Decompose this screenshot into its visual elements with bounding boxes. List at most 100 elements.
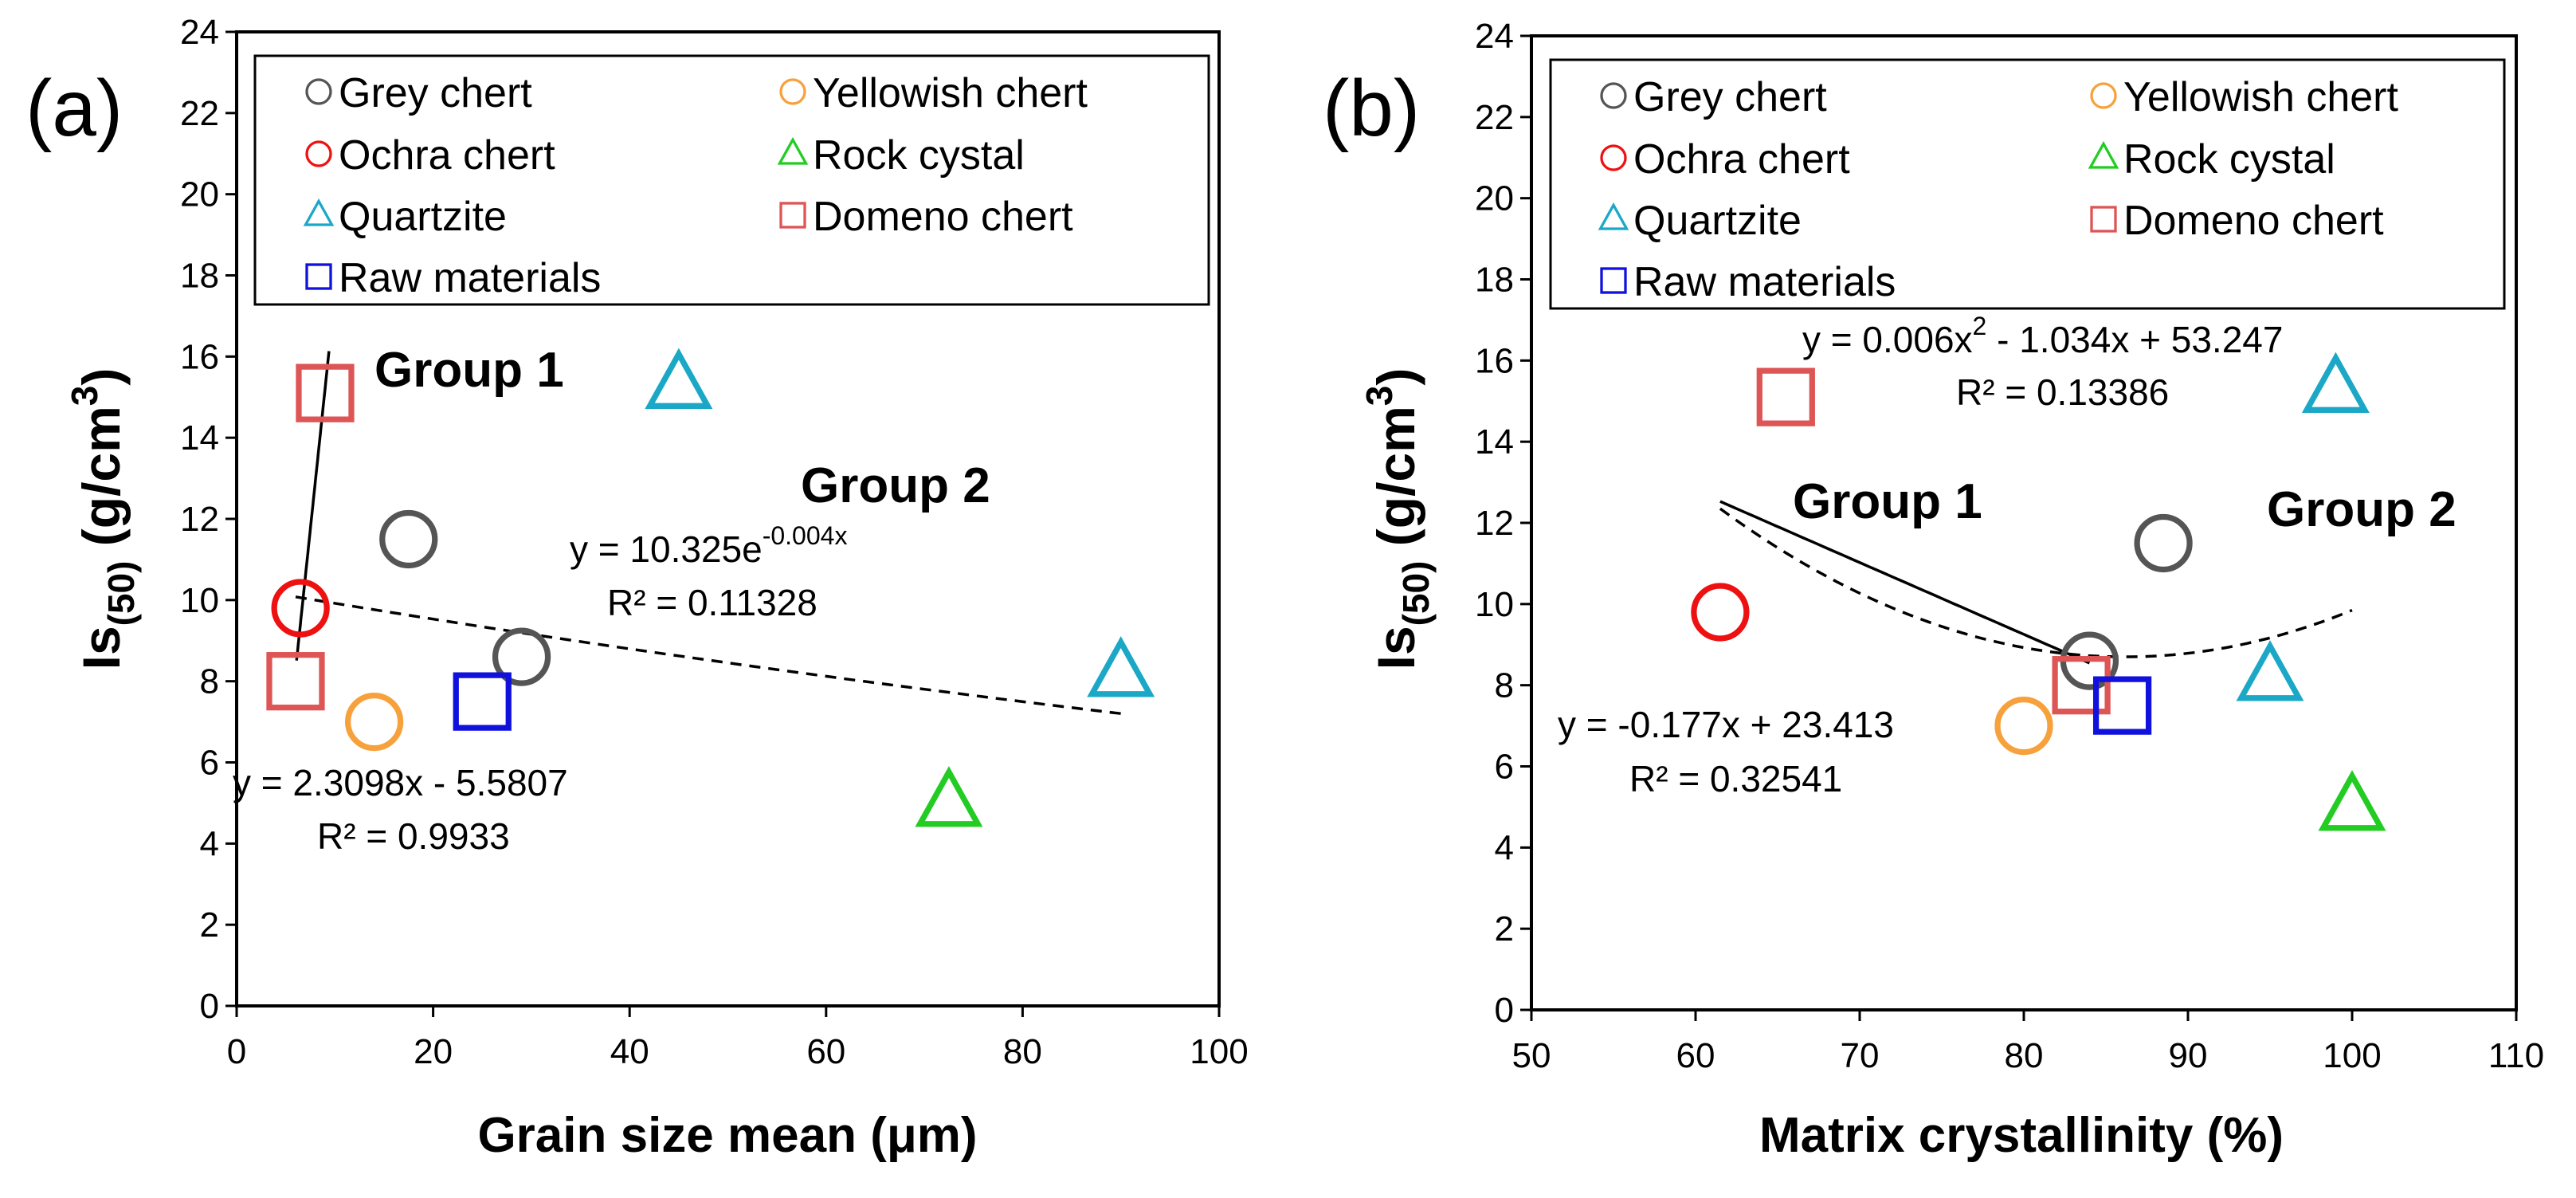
r2-quad-b: R² = 0.13386 <box>1956 371 2169 413</box>
y-axis-close-b: ) <box>1366 368 1425 386</box>
y-tick-label: 12 <box>1475 504 1514 543</box>
point-domeno-chert <box>2052 656 2111 715</box>
trendline-exponential-dashed <box>295 595 1121 715</box>
legend-label-ochra-chert: Ochra chert <box>1633 136 1850 183</box>
group1-label-b: Group 1 <box>1793 474 1982 529</box>
point-domeno-chert <box>296 363 355 422</box>
legend-entries-a: Grey chert Yellowish chert Ochra chert Rock… <box>303 70 1088 301</box>
point-yellowish-chert <box>1994 696 2053 756</box>
y-tick-label: 24 <box>1475 17 1514 56</box>
x-tick-label: 70 <box>1841 1036 1880 1075</box>
y-tick-label: 8 <box>1495 666 1514 705</box>
y-tick-label: 20 <box>180 175 219 214</box>
y-tick-label: 16 <box>1475 341 1514 380</box>
data-points-b <box>1691 352 2386 831</box>
equation-exp-a: y = 10.325e-0.004x <box>570 521 847 570</box>
y-tick-label: 6 <box>200 744 219 783</box>
y-tick-label: 2 <box>1495 909 1514 949</box>
equation-quad-exponent: 2 <box>1973 312 1987 340</box>
equation-exp-exponent: -0.004x <box>763 521 848 550</box>
group1-label-a: Group 1 <box>374 343 564 398</box>
point-domeno-chert <box>1756 367 1815 426</box>
legend-box-a <box>253 54 1210 306</box>
x-axis-label-a: Grain size mean (μm) <box>477 1108 977 1163</box>
legend-marker-ochra-chert <box>1600 144 1627 171</box>
legend-marker-grey-chert <box>1600 82 1627 109</box>
legend-label-quartzite: Quartzite <box>1633 198 1802 244</box>
data-points-a <box>266 348 1155 827</box>
point-quartzite <box>2301 352 2370 413</box>
legend-label-yellowish-chert: Yellowish chert <box>813 70 1088 116</box>
x-tick-label: 110 <box>2488 1036 2544 1075</box>
point-domeno-chert <box>266 652 325 711</box>
y-axis-label-a: Is(50) (g/cm3) <box>64 368 142 670</box>
y-tick-label: 8 <box>200 662 219 701</box>
point-rock-cystal <box>915 766 983 827</box>
y-tick-label: 20 <box>1475 179 1514 218</box>
panel-a-label: (a) <box>25 64 123 153</box>
y-axis-superscript-b: 3 <box>1359 386 1400 407</box>
trendline-quadratic-dashed <box>1719 507 2353 658</box>
y-axis-close-a: ) <box>72 368 131 386</box>
y-tick-label: 14 <box>180 418 219 458</box>
x-tick-label: 80 <box>2005 1036 2044 1075</box>
legend-label-domeno-chert: Domeno chert <box>813 194 1073 240</box>
r2-lin-b: R² = 0.32541 <box>1629 758 1842 799</box>
equation-exp-main: y = 10.325e <box>570 528 763 570</box>
legend-box-b <box>1549 58 2506 310</box>
r2-lin-a: R² = 0.9933 <box>317 815 510 857</box>
trendlines-b <box>1719 500 2353 665</box>
y-tick-label: 0 <box>200 987 219 1026</box>
legend-marker-raw-materials <box>305 263 332 290</box>
y-axis-label-b: Is(50) (g/cm3) <box>1359 368 1437 670</box>
x-tick-labels-a: 0 20 40 60 80 100 <box>227 1006 1249 1071</box>
legend-marker-grey-chert <box>305 78 332 105</box>
legend-marker-domeno-chert <box>779 202 806 229</box>
legend-label-yellowish-chert: Yellowish chert <box>2123 74 2398 120</box>
x-tick-label: 100 <box>2323 1036 2381 1075</box>
legend-label-grey-chert: Grey chert <box>339 70 532 116</box>
y-tick-label: 12 <box>180 500 219 539</box>
legend-marker-raw-materials <box>1600 267 1627 294</box>
y-tick-label: 4 <box>1495 828 1514 867</box>
y-axis-subscript-b: (50) <box>1395 561 1437 626</box>
x-tick-label: 60 <box>806 1032 845 1071</box>
legend-label-quartzite: Quartzite <box>339 194 507 240</box>
x-tick-labels-b: 50 60 70 80 90 100 110 <box>1512 1010 2544 1075</box>
r2-exp-a: R² = 0.11328 <box>607 582 817 623</box>
y-tick-label: 18 <box>180 257 219 296</box>
y-axis-superscript-a: 3 <box>64 386 105 407</box>
trendline-linear-solid <box>295 351 331 661</box>
y-axis-unit-b: (g/cm <box>1366 406 1425 560</box>
x-tick-label: 0 <box>227 1032 246 1071</box>
point-grey-chert <box>492 627 551 686</box>
x-tick-label: 90 <box>2169 1036 2208 1075</box>
point-grey-chert <box>2134 513 2193 573</box>
y-tick-label: 4 <box>200 824 219 863</box>
legend-marker-quartzite <box>303 198 335 226</box>
trendlines-a <box>295 351 1121 715</box>
legend-entries-b: Grey chert Yellowish chert Ochra chert Rock… <box>1598 74 2398 305</box>
legend-b: Grey chert Yellowish chert Ochra chert Rock… <box>1549 58 2506 310</box>
y-tick-label: 6 <box>1495 748 1514 787</box>
point-ochra-chert <box>271 579 330 638</box>
legend-label-raw-materials: Raw materials <box>1633 259 1896 305</box>
y-tick-label: 14 <box>1475 422 1514 462</box>
equation-lin-b: y = -0.177x + 23.413 <box>1558 704 1894 745</box>
legend-label-raw-materials: Raw materials <box>339 255 601 301</box>
x-tick-label: 100 <box>1190 1032 1248 1071</box>
point-quartzite <box>1087 636 1155 697</box>
legend-marker-domeno-chert <box>2090 206 2117 233</box>
y-axis-unit-a: (g/cm <box>72 406 131 560</box>
equation-quad-b: y = 0.006x2 - 1.034x + 53.247 <box>1802 312 2283 360</box>
group2-label-a: Group 2 <box>801 458 990 513</box>
legend-label-ochra-chert: Ochra chert <box>339 132 555 179</box>
legend-marker-quartzite <box>1598 202 1629 230</box>
y-tick-label: 22 <box>180 94 219 133</box>
equation-lin-a: y = 2.3098x - 5.5807 <box>233 762 568 803</box>
x-tick-label: 20 <box>414 1032 453 1071</box>
